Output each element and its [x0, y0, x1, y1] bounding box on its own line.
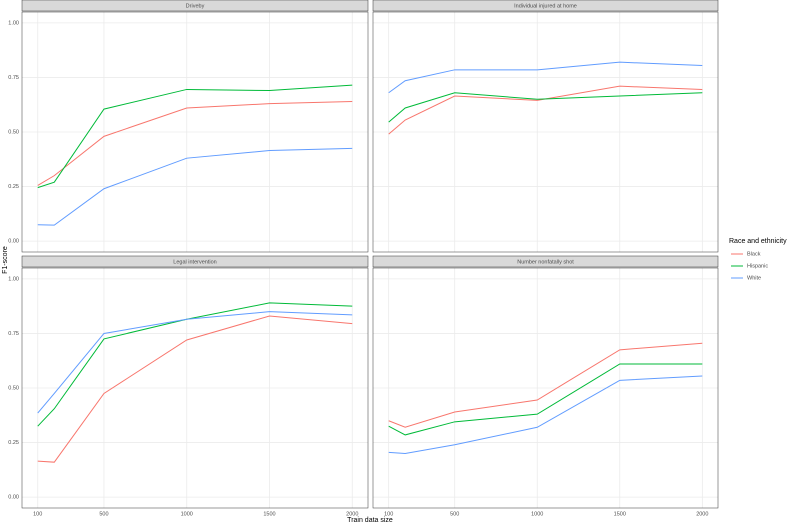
legend-label: Black — [747, 251, 761, 257]
y-tick-label: 0.00 — [8, 495, 19, 501]
line — [388, 85, 703, 135]
line — [37, 84, 353, 189]
strip — [21, 255, 369, 268]
line — [388, 363, 703, 436]
x-tick-label: 1000 — [531, 511, 543, 517]
panel-title: Individual injured at home — [514, 3, 577, 9]
y-tick-label: 1.00 — [8, 20, 19, 26]
line — [37, 311, 353, 414]
line — [388, 375, 703, 454]
y-axis-title: F1-score — [2, 246, 9, 274]
x-tick-label: 1500 — [263, 511, 275, 517]
x-tick-label: 500 — [99, 511, 108, 517]
line — [37, 302, 353, 427]
panel-title: Legal intervention — [173, 259, 216, 265]
line — [37, 147, 353, 226]
strip — [372, 0, 719, 12]
x-axis-title: Train data size — [347, 517, 393, 524]
panel-border — [372, 11, 719, 253]
panel-border — [21, 267, 369, 509]
panel-border — [21, 11, 369, 253]
legend-label: Hispanic — [747, 263, 768, 269]
y-tick-label: 0.75 — [8, 331, 19, 337]
y-tick-label: 0.25 — [8, 440, 19, 446]
x-tick-label: 2000 — [346, 511, 358, 517]
line — [388, 342, 703, 428]
y-tick-label: 1.00 — [8, 276, 19, 282]
x-tick-label: 500 — [450, 511, 459, 517]
legend-title: Race and ethnicity — [729, 238, 787, 245]
y-tick-label: 0.75 — [8, 75, 19, 81]
line — [388, 92, 703, 123]
y-tick-label: 0.25 — [8, 184, 19, 190]
line — [388, 61, 703, 94]
strip — [21, 0, 369, 12]
x-tick-label: 100 — [33, 511, 42, 517]
panel-title: Number nonfatally shot — [517, 259, 574, 265]
y-tick-label: 0.00 — [8, 239, 19, 245]
line — [37, 315, 353, 463]
legend-label: White — [747, 275, 761, 281]
x-tick-label: 1000 — [181, 511, 193, 517]
y-tick-label: 0.50 — [8, 129, 19, 135]
x-tick-label: 100 — [384, 511, 393, 517]
x-tick-label: 2000 — [696, 511, 708, 517]
panel-title: Driveby — [186, 3, 205, 9]
y-tick-label: 0.50 — [8, 385, 19, 391]
x-tick-label: 1500 — [614, 511, 626, 517]
strip — [372, 255, 719, 268]
panel-border — [372, 267, 719, 509]
line — [37, 100, 353, 186]
